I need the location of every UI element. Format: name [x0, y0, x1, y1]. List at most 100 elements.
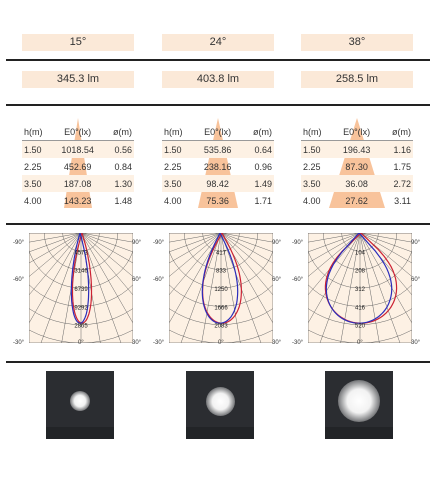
table-cell: 27.62	[345, 195, 368, 206]
table-cell: 187.08	[52, 175, 103, 192]
table-cell: 535.86	[194, 140, 241, 158]
polar-angle-label: -90°	[13, 240, 25, 246]
table-cell: 196.43	[333, 140, 380, 158]
polar-diagram: 4573 3146 6739 9292 2865	[29, 233, 133, 343]
table-row: 1.50 196.43 1.16	[301, 140, 413, 158]
light-spot-photo	[186, 371, 254, 439]
divider	[6, 223, 430, 225]
table-cell: 3.50	[301, 175, 334, 192]
polar-scale-label: 1666	[214, 305, 228, 311]
polar-angle-label: 30°	[411, 340, 421, 346]
beam-angle-label: 38°	[301, 34, 413, 51]
polar-scale-label: 1250	[214, 287, 228, 293]
beam-angle-label: 15°	[22, 34, 134, 51]
table-cell: 1.71	[254, 195, 272, 206]
table-cell: 1.50	[162, 140, 195, 158]
polar-scale-label: 6739	[74, 287, 88, 293]
polar-scale-label: 833	[216, 269, 227, 275]
polar-angle-label: -30°	[153, 340, 165, 346]
table-cell: 238.16	[203, 161, 232, 172]
table-row: 2.25 238.16 0.96	[162, 158, 274, 175]
table-cell: 36.08	[333, 175, 380, 192]
polar-scale-label: 3146	[74, 269, 88, 275]
polar-angle-label: 0°	[78, 340, 84, 346]
table-cell: 1.30	[102, 175, 134, 192]
divider	[6, 59, 430, 61]
table-row: 3.50 98.42 1.49	[162, 175, 274, 192]
table-cell: 3.50	[162, 175, 195, 192]
table-cell: 75.36	[206, 195, 229, 206]
column-header: h(m)	[162, 123, 195, 141]
polar-angle-label: -30°	[292, 340, 304, 346]
polar-angle-label: 60°	[132, 277, 142, 283]
polar-angle-label: 30°	[132, 340, 142, 346]
luminous-flux-label: 345.3 lm	[22, 71, 134, 88]
luminous-flux-label: 403.8 lm	[162, 71, 274, 88]
table-cell: 452.69	[63, 161, 92, 172]
polar-scale-label: 9292	[74, 305, 88, 311]
polar-scale-label: 2865	[74, 324, 88, 330]
table-row: 4.00 143.23 1.48	[22, 192, 134, 209]
table-cell: 3.50	[22, 175, 53, 192]
table-cell: 0.64	[240, 140, 274, 158]
table-cell: 2.25	[24, 161, 42, 172]
column-header: h(m)	[301, 123, 334, 141]
polar-angle-label: 90°	[411, 240, 421, 246]
table-cell: 1.50	[301, 140, 334, 158]
polar-angle-label: -30°	[13, 340, 25, 346]
table-row: 1.50 1018.54 0.56	[22, 140, 134, 158]
table-cell: 2.72	[379, 175, 413, 192]
column-header: E0°(lx)	[52, 123, 103, 141]
polar-scale-label: 312	[355, 287, 366, 293]
polar-angle-label: 60°	[272, 277, 282, 283]
polar-diagram: 417 833 1250 1666 2083	[169, 233, 273, 343]
table-cell: 1.75	[393, 161, 411, 172]
table-cell: 87.30	[345, 161, 368, 172]
table-row: 2.25 452.69 0.84	[22, 158, 134, 175]
table-cell: 4.00	[24, 195, 42, 206]
divider	[6, 361, 430, 363]
table-row: 4.00 75.36 1.71	[162, 192, 274, 209]
polar-angle-label: 30°	[272, 340, 282, 346]
table-cell: 1.49	[240, 175, 274, 192]
table-cell: 4.00	[164, 195, 182, 206]
table-row: 1.50 535.86 0.64	[162, 140, 274, 158]
illuminance-table: h(m) E0°(lx) ø(m) 1.50 1018.54 0.56 2.25 452.69…	[22, 123, 134, 209]
polar-angle-label: 60°	[411, 277, 421, 283]
polar-scale-label: 2083	[214, 324, 228, 330]
polar-scale-label: 104	[355, 250, 366, 256]
column-header: ø(m)	[379, 123, 413, 141]
table-cell: 1.48	[114, 195, 132, 206]
table-row: 2.25 87.30 1.75	[301, 158, 413, 175]
polar-scale-label: 417	[216, 250, 227, 256]
luminous-flux-label: 258.5 lm	[301, 71, 413, 88]
polar-scale-label: 520	[355, 324, 366, 330]
polar-angle-label: 90°	[272, 240, 282, 246]
table-cell: 3.11	[394, 195, 411, 206]
light-spot-photo	[46, 371, 114, 439]
table-row: 4.00 27.62 3.11	[301, 192, 413, 209]
polar-scale-label: 4573	[74, 250, 88, 256]
table-cell: 2.25	[303, 161, 321, 172]
table-cell: 98.42	[194, 175, 241, 192]
table-cell: 1018.54	[52, 140, 103, 158]
table-row: 3.50 187.08 1.30	[22, 175, 134, 192]
polar-angle-label: 0°	[218, 340, 224, 346]
polar-diagram: 104 208 312 416 520	[308, 233, 412, 343]
table-cell: 1.16	[379, 140, 413, 158]
table-cell: 1.50	[22, 140, 53, 158]
column-header: ø(m)	[240, 123, 274, 141]
table-cell: 0.84	[114, 161, 132, 172]
table-cell: 0.56	[102, 140, 134, 158]
illuminance-table: h(m) E0°(lx) ø(m) 1.50 196.43 1.16 2.25 87.30 1.…	[301, 123, 413, 209]
column-header: E0°(lx)	[194, 123, 241, 141]
table-cell: 2.25	[164, 161, 182, 172]
illuminance-table: h(m) E0°(lx) ø(m) 1.50 535.86 0.64 2.25 238.16 0…	[162, 123, 274, 209]
polar-angle-label: -60°	[292, 277, 304, 283]
beam-angle-label: 24°	[162, 34, 274, 51]
table-cell: 143.23	[63, 195, 92, 206]
polar-angle-label: -90°	[292, 240, 304, 246]
polar-angle-label: -60°	[153, 277, 165, 283]
polar-angle-label: -90°	[153, 240, 165, 246]
table-cell: 0.96	[254, 161, 272, 172]
